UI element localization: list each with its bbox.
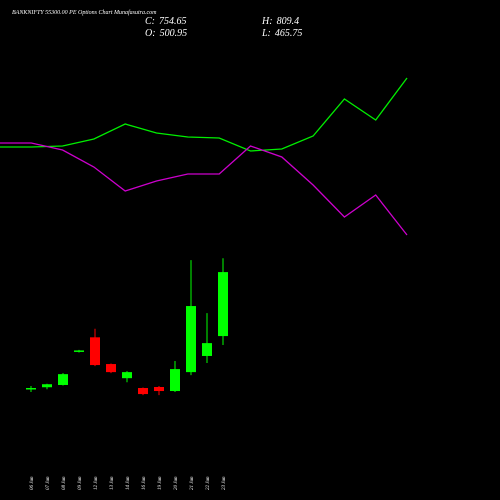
indicator-line [0,142,408,236]
summary-value: 754.65 [159,16,187,27]
x-tick-label: 09 Jun [78,476,83,490]
x-tick-label: 06 Jun [30,476,35,490]
candle-body [106,364,116,373]
indicator-line [0,77,408,152]
summary-label: H: [261,16,273,27]
summary-value: 465.75 [275,28,303,39]
candle-body [58,374,68,385]
summary-label: C: [145,16,155,27]
candle-body [186,306,196,373]
x-tick-label: 23 Jun [222,476,227,490]
candle-body [218,272,228,337]
x-tick-label: 07 Jun [46,476,51,490]
x-tick-label: 20 Jun [174,476,179,490]
summary-label: O: [145,28,156,39]
candle-body [74,350,84,352]
candle-body [42,384,52,388]
x-tick-label: 19 Jun [158,476,163,490]
summary-item: O: 500.95 [145,28,187,39]
summary-item: C: 754.65 [145,16,187,27]
x-tick-label: 16 Jun [142,476,147,490]
summary-value: 809.4 [277,16,300,27]
candle-body [154,386,164,392]
candle-body [202,343,212,356]
candle-body [122,372,132,379]
candle-body [138,388,148,395]
x-tick-label: 13 Jun [110,476,115,490]
x-tick-label: 22 Jun [206,476,211,490]
x-tick-label: 12 Jun [94,476,99,490]
chart-title: BANKNIFTY 55300.00 PE Options Chart Muna… [12,9,157,16]
summary-item: H: 809.4 [261,16,299,27]
candle-body [170,369,180,392]
x-tick-label: 08 Jun [62,476,67,490]
x-tick-label: 21 Jun [190,476,195,490]
x-tick-label: 14 Jun [126,476,131,490]
candle-body [90,337,100,366]
summary-value: 500.95 [160,28,188,39]
candle-body [26,388,36,390]
summary-item: L: 465.75 [261,28,302,39]
summary-label: L: [261,28,271,39]
